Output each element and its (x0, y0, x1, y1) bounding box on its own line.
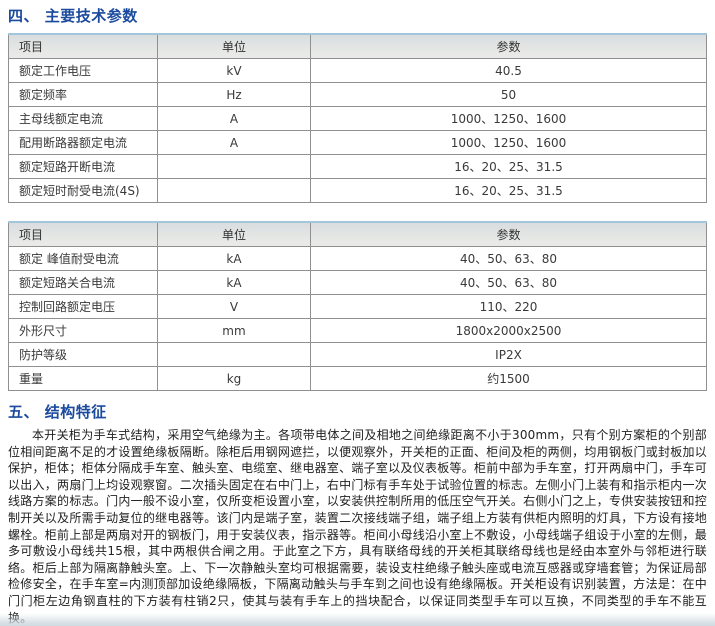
table-row: 额定工作电压 kV 40.5 (8, 58, 707, 83)
table-spacer (0, 203, 715, 215)
column-header: 参数 (310, 33, 707, 59)
table-row: 主母线额定电流 A 1000、1250、1600 (8, 106, 707, 131)
column-header: 项目 (8, 33, 158, 59)
item-cell: 额定频率 (8, 82, 158, 107)
table-row: 控制回路额定电压 V 110、220 (8, 294, 707, 319)
unit-cell: V (157, 294, 311, 319)
item-cell: 配用断路器额定电流 (8, 130, 158, 155)
table-row: 防护等级 IP2X (8, 342, 707, 367)
table-row: 额定 峰值耐受电流 kA 40、50、63、80 (8, 246, 707, 271)
unit-cell: A (157, 130, 311, 155)
param-cell: IP2X (310, 342, 707, 367)
param-cell: 16、20、25、31.5 (310, 154, 707, 179)
table-header-row: 项目 单位 参数 (8, 221, 707, 247)
item-cell: 额定短路关合电流 (8, 270, 158, 295)
section-title-structural-features: 五、 结构特征 (8, 403, 107, 421)
unit-cell: kA (157, 270, 311, 295)
unit-cell: Hz (157, 82, 311, 107)
page-bottom-gradient (0, 613, 715, 626)
structural-features-paragraph: 本开关柜为手车式结构，采用空气绝缘为主。各项带电体之间及相地之间绝缘距离不小于3… (8, 428, 707, 625)
item-cell: 额定短时耐受电流(4S) (8, 178, 158, 203)
param-cell: 40、50、63、80 (310, 246, 707, 271)
column-header: 参数 (310, 221, 707, 247)
param-cell: 约1500 (310, 366, 707, 391)
param-cell: 1000、1250、1600 (310, 106, 707, 131)
column-header: 单位 (157, 221, 311, 247)
item-cell: 额定工作电压 (8, 58, 158, 83)
table-row: 额定短时耐受电流(4S) 16、20、25、31.5 (8, 178, 707, 203)
table-row: 重量 kg 约1500 (8, 366, 707, 391)
table-row: 额定短路开断电流 16、20、25、31.5 (8, 154, 707, 179)
param-cell: 110、220 (310, 294, 707, 319)
param-cell: 40.5 (310, 58, 707, 83)
column-header: 项目 (8, 221, 158, 247)
item-cell: 控制回路额定电压 (8, 294, 158, 319)
section-title-main-technical-parameters: 四、 主要技术参数 (8, 7, 138, 25)
param-cell: 50 (310, 82, 707, 107)
unit-cell: kA (157, 246, 311, 271)
param-cell: 1000、1250、1600 (310, 130, 707, 155)
table-row: 额定频率 Hz 50 (8, 82, 707, 107)
item-cell: 额定短路开断电流 (8, 154, 158, 179)
param-cell: 16、20、25、31.5 (310, 178, 707, 203)
table-row: 额定短路关合电流 kA 40、50、63、80 (8, 270, 707, 295)
unit-cell: kg (157, 366, 311, 391)
item-cell: 额定 峰值耐受电流 (8, 246, 158, 271)
item-cell: 重量 (8, 366, 158, 391)
param-cell: 40、50、63、80 (310, 270, 707, 295)
technical-parameters-table-2: 项目 单位 参数 额定 峰值耐受电流 kA 40、50、63、80 额定短路关合电流 kA 4… (8, 221, 707, 391)
column-header: 单位 (157, 33, 311, 59)
table-header-row: 项目 单位 参数 (8, 33, 707, 59)
unit-cell (157, 154, 311, 179)
table-row: 外形尺寸 mm 1800x2000x2500 (8, 318, 707, 343)
item-cell: 外形尺寸 (8, 318, 158, 343)
unit-cell (157, 342, 311, 367)
technical-parameters-table-1: 项目 单位 参数 额定工作电压 kV 40.5 额定频率 Hz 50 主母线额定电流 A 1000、… (8, 33, 707, 203)
item-cell: 主母线额定电流 (8, 106, 158, 131)
item-cell: 防护等级 (8, 342, 158, 367)
unit-cell: kV (157, 58, 311, 83)
unit-cell: A (157, 106, 311, 131)
unit-cell (157, 178, 311, 203)
table-row: 配用断路器额定电流 A 1000、1250、1600 (8, 130, 707, 155)
param-cell: 1800x2000x2500 (310, 318, 707, 343)
unit-cell: mm (157, 318, 311, 343)
